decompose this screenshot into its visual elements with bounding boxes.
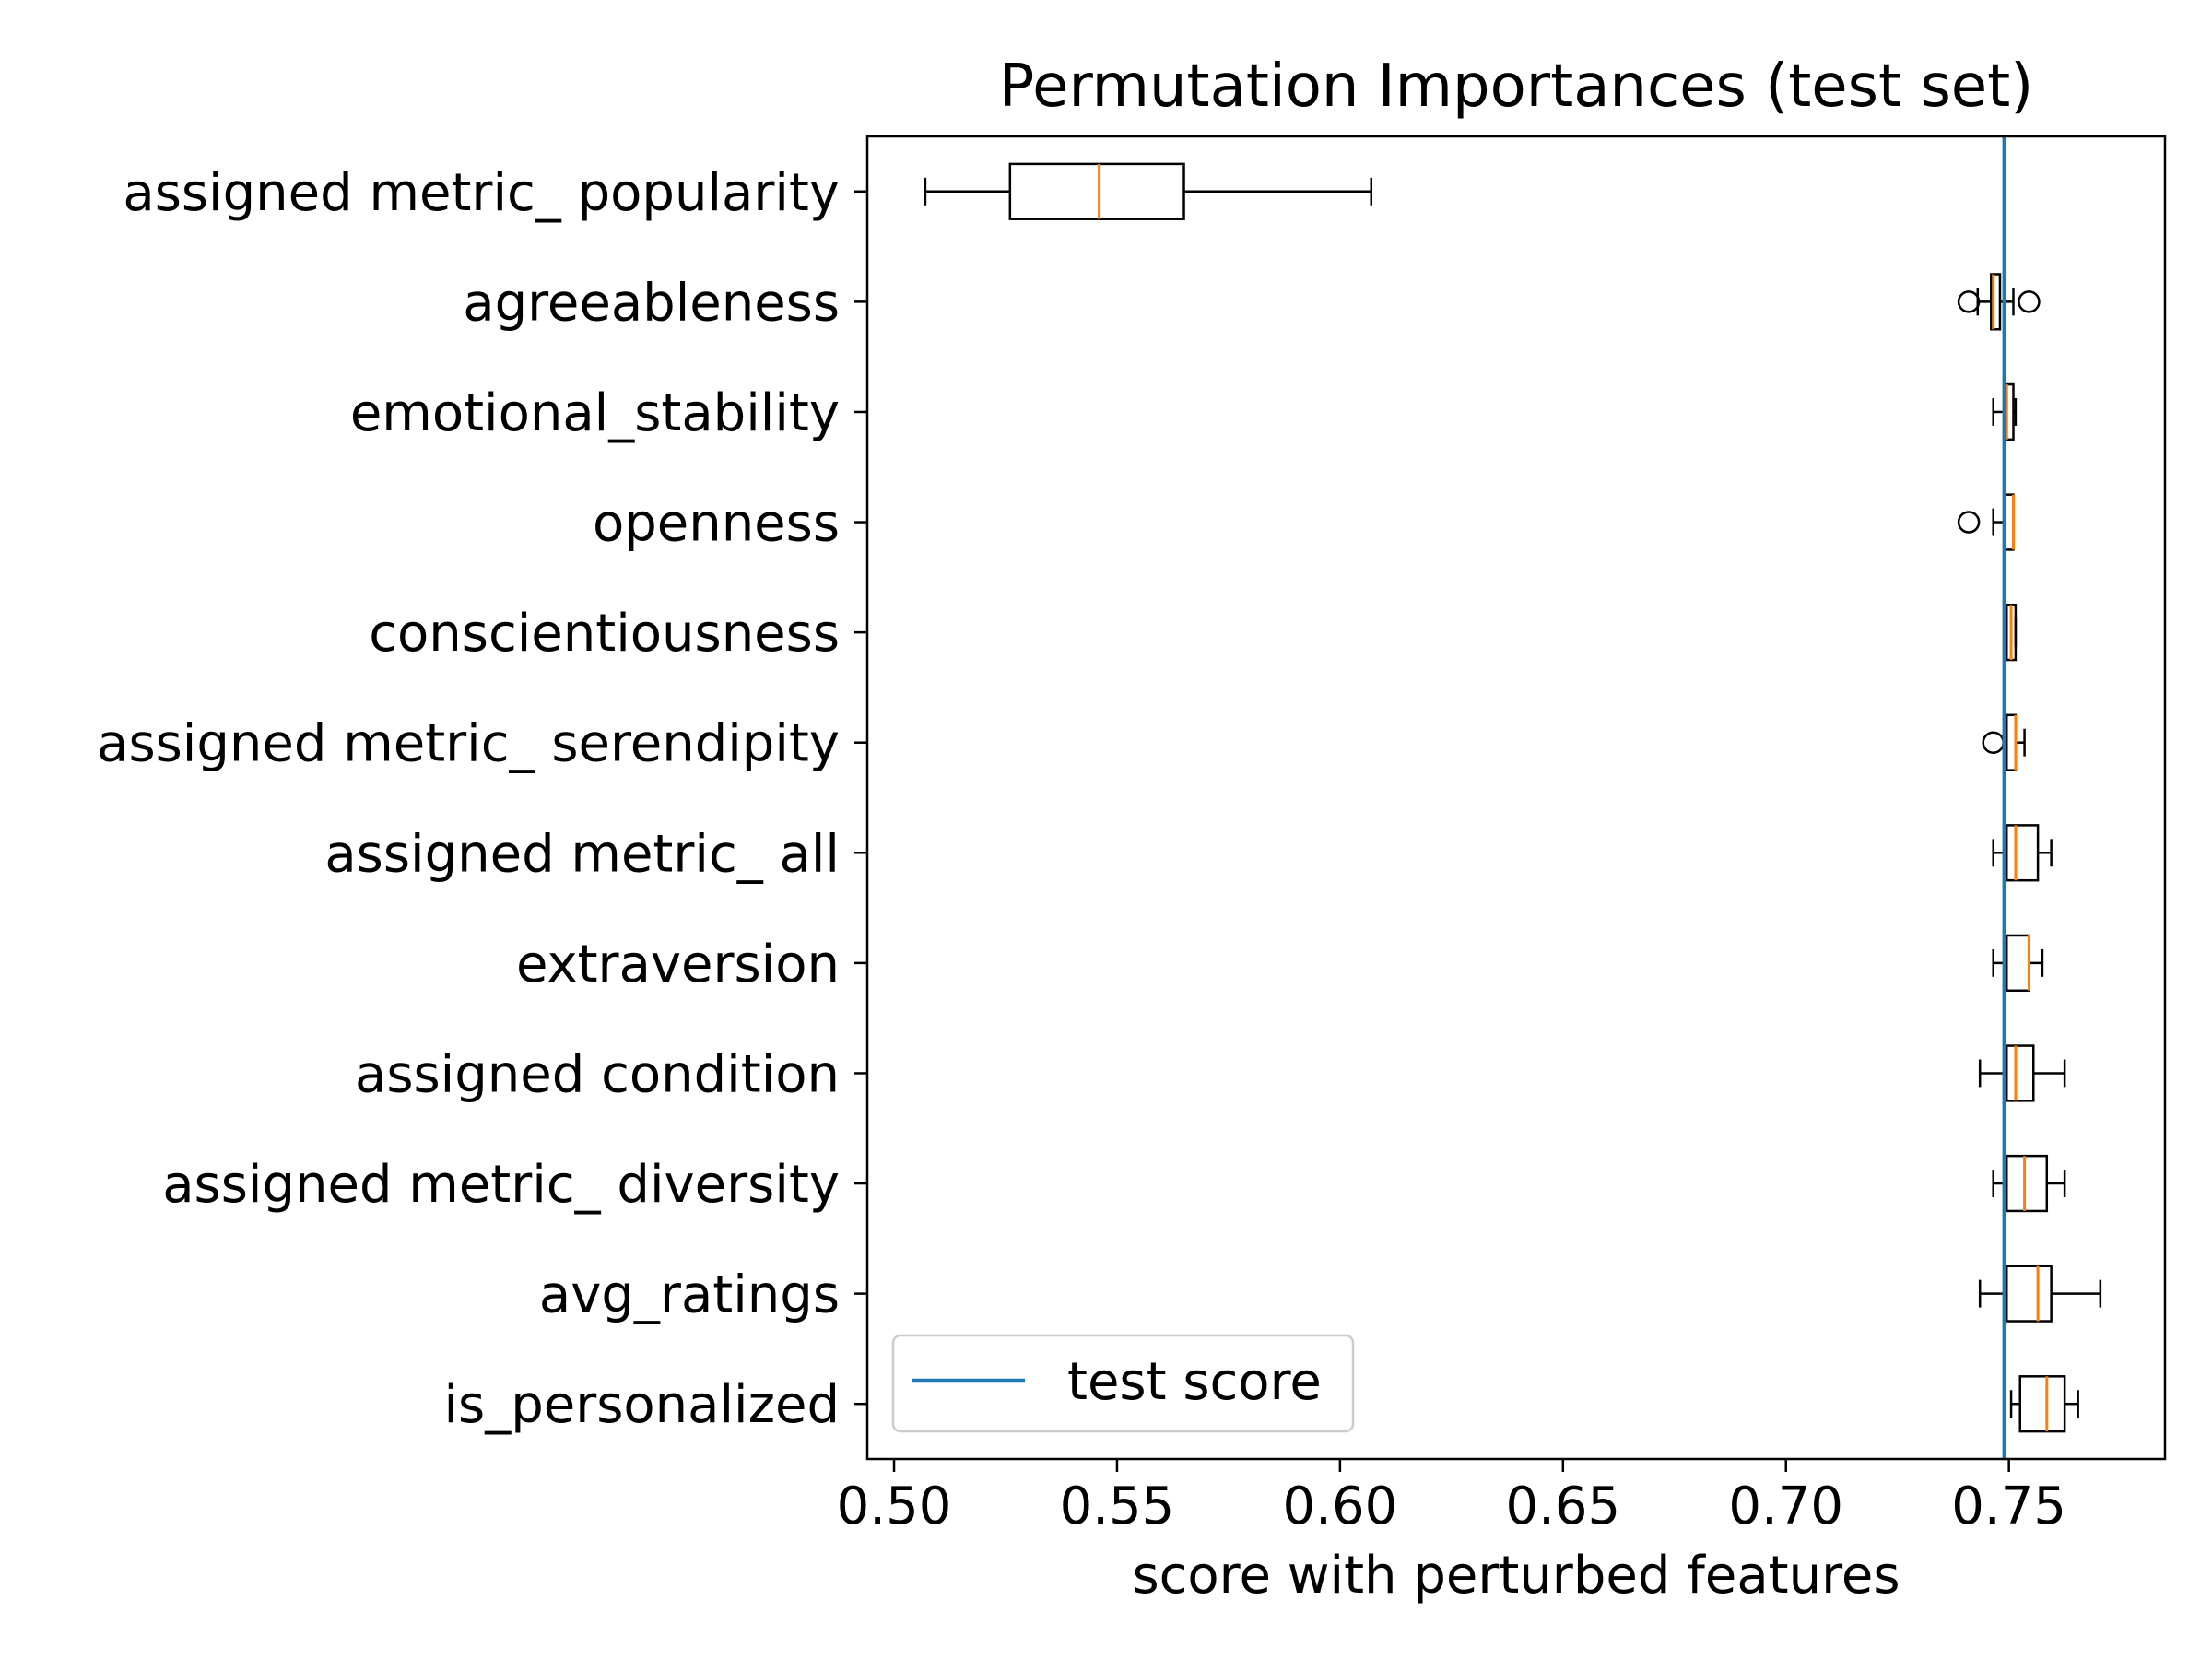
boxplot-avg-ratings	[1978, 1265, 2102, 1323]
y-tick-label-assigned-metric-serendipity: assigned metric_ serendipity	[97, 714, 840, 774]
boxplot-assigned-metric-diversity	[1992, 1154, 2066, 1213]
boxplot-is-personalized	[2009, 1375, 2079, 1433]
boxplot-extraversion	[1992, 934, 2044, 993]
y-tick-label-assigned-condition: assigned condition	[355, 1044, 840, 1104]
box-assigned-metric-popularity	[1008, 162, 1185, 220]
x-axis-label: score with perturbed features	[1132, 1546, 1900, 1606]
x-tick-label-4: 0.70	[1728, 1477, 1843, 1536]
boxplot-assigned-metric-all	[1992, 824, 2053, 882]
y-tick-label-emotional-stability: emotional_stability	[350, 383, 840, 443]
boxplot-agreeableness	[1957, 273, 2041, 331]
legend: test score	[891, 1334, 1355, 1433]
box-assigned-metric-all	[2005, 824, 2040, 882]
outlier-agreeableness-0	[1957, 290, 1981, 313]
x-axis: 0.50 0.55 0.60 0.65 0.70 0.75	[837, 1459, 2066, 1536]
y-tick-label-avg-ratings: avg_ratings	[539, 1265, 840, 1325]
boxes-layer	[924, 162, 2102, 1433]
y-tick-label-assigned-metric-diversity: assigned metric_ diversity	[162, 1155, 840, 1215]
y-tick-labels: assigned metric_ popularity agreeableness…	[97, 163, 867, 1435]
boxplot-openness	[1957, 493, 2015, 551]
box-agreeableness	[1990, 273, 2002, 331]
boxplot-assigned-metric-serendipity	[1982, 713, 2026, 771]
x-tick-label-0: 0.50	[837, 1477, 952, 1536]
legend-box	[891, 1334, 1355, 1433]
outlier-openness-0	[1957, 511, 1981, 534]
plot-frame	[865, 135, 2167, 1461]
outlier-agreeableness-1	[2018, 290, 2041, 313]
box-avg-ratings	[2005, 1265, 2053, 1323]
x-tick-label-5: 0.75	[1951, 1477, 2066, 1536]
y-tick-label-is-personalized: is_personalized	[443, 1375, 840, 1435]
y-tick-label-extraversion: extraversion	[516, 935, 840, 994]
y-tick-label-conscientiousness: conscientiousness	[369, 604, 840, 664]
y-tick-label-openness: openness	[593, 494, 840, 554]
box-is-personalized	[2018, 1375, 2066, 1433]
box-extraversion	[2005, 934, 2030, 993]
box-assigned-condition	[2005, 1044, 2035, 1102]
chart-title: Permutation Importances (test set)	[999, 53, 2033, 121]
x-tick-label-1: 0.55	[1060, 1477, 1175, 1536]
boxplot-conscientiousness	[2005, 603, 2018, 662]
legend-label-test-score: test score	[1067, 1352, 1322, 1412]
y-tick-label-assigned-metric-all: assigned metric_ all	[324, 824, 840, 884]
y-tick-label-assigned-metric-popularity: assigned metric_ popularity	[123, 163, 840, 223]
outlier-assigned-metric-serendipity-0	[1982, 731, 2005, 754]
y-tick-label-agreeableness: agreeableness	[463, 273, 840, 333]
box-assigned-metric-diversity	[2005, 1154, 2049, 1213]
x-tick-label-2: 0.60	[1283, 1477, 1398, 1536]
boxplot-assigned-metric-popularity	[924, 162, 1372, 220]
x-tick-label-3: 0.65	[1505, 1477, 1620, 1536]
boxplot-assigned-condition	[1978, 1044, 2066, 1102]
